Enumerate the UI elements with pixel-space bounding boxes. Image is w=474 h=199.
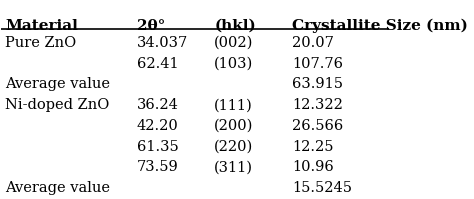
Text: 107.76: 107.76 [292,57,343,71]
Text: 34.037: 34.037 [137,36,188,50]
Text: (200): (200) [214,119,254,133]
Text: 62.41: 62.41 [137,57,179,71]
Text: (311): (311) [214,160,253,174]
Text: (103): (103) [214,57,254,71]
Text: 10.96: 10.96 [292,160,334,174]
Text: Ni-doped ZnO: Ni-doped ZnO [5,98,109,112]
Text: 61.35: 61.35 [137,140,179,154]
Text: 2θ°: 2θ° [137,19,165,33]
Text: 12.322: 12.322 [292,98,343,112]
Text: (111): (111) [214,98,253,112]
Text: 26.566: 26.566 [292,119,343,133]
Text: 36.24: 36.24 [137,98,179,112]
Text: Pure ZnO: Pure ZnO [5,36,76,50]
Text: (002): (002) [214,36,254,50]
Text: Average value: Average value [5,181,110,195]
Text: Material: Material [5,19,78,33]
Text: 63.915: 63.915 [292,77,343,91]
Text: 42.20: 42.20 [137,119,179,133]
Text: (hkl): (hkl) [214,19,256,33]
Text: 73.59: 73.59 [137,160,179,174]
Text: Crystallite Size (nm): Crystallite Size (nm) [292,19,468,33]
Text: 20.07: 20.07 [292,36,334,50]
Text: (220): (220) [214,140,254,154]
Text: 12.25: 12.25 [292,140,333,154]
Text: 15.5245: 15.5245 [292,181,352,195]
Text: Average value: Average value [5,77,110,91]
